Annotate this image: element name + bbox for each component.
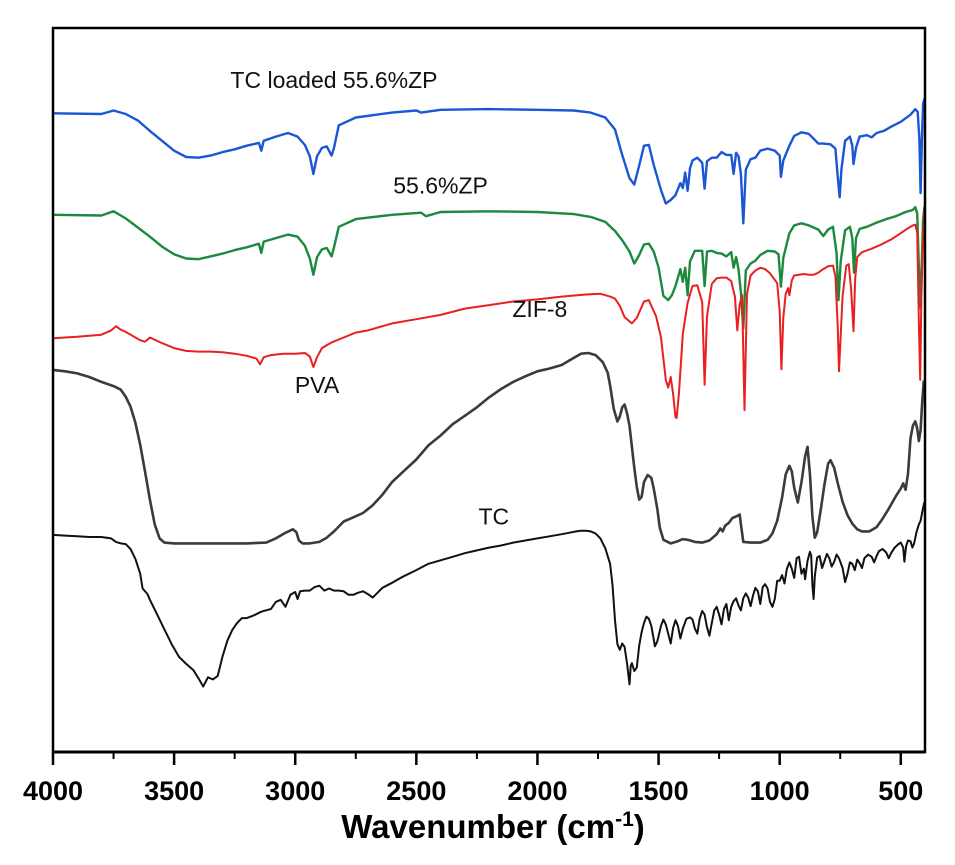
x-tick-label: 500 (878, 776, 923, 806)
series-line-zif-8 (52, 211, 926, 419)
series-label: TC loaded 55.6%ZP (230, 67, 437, 93)
x-tick-label: 1500 (629, 776, 689, 806)
series-label: 55.6%ZP (393, 173, 488, 199)
x-axis-title-superscript: -1 (615, 808, 634, 831)
x-axis-title-main: Wavenumber (cm (341, 808, 615, 845)
x-tick-label: 1000 (750, 776, 810, 806)
series-line-tc-loaded-55-6-zp (52, 98, 926, 225)
series-label: PVA (295, 372, 340, 398)
series-group (52, 98, 926, 688)
series-label: TC (479, 503, 510, 529)
x-axis-title-suffix: ) (634, 808, 645, 845)
series-labels: TC loaded 55.6%ZP 55.6%ZP ZIF-8 PVA TC (230, 67, 567, 529)
x-tick-label: 3500 (144, 776, 204, 806)
series-line-55-6-zp (52, 205, 926, 330)
series-label: ZIF-8 (512, 296, 567, 322)
x-tick-label: 4000 (23, 776, 83, 806)
x-axis-ticks: 4000 3500 3000 2500 2000 1500 1000 500 (23, 752, 923, 806)
series-line-tc (52, 502, 926, 688)
x-tick-label: 3000 (265, 776, 325, 806)
x-tick-label: 2500 (386, 776, 446, 806)
x-axis-title: Wavenumber (cm-1) (341, 808, 645, 845)
series-line-pva (52, 351, 926, 545)
x-tick-label: 2000 (507, 776, 567, 806)
